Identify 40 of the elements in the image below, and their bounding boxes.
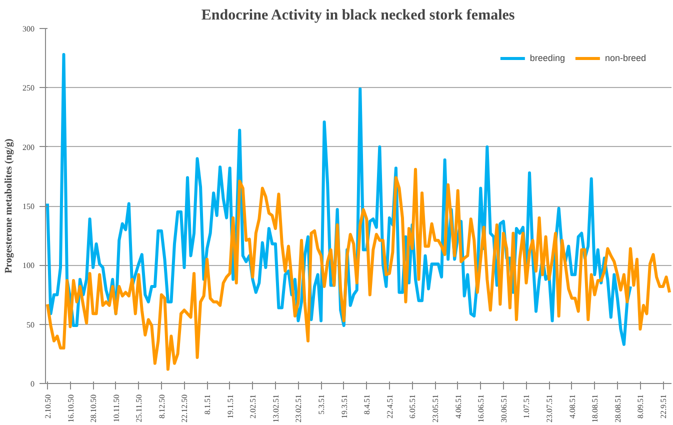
x-tick-label: 19.3.51 [340,394,349,418]
x-tick-label: 2.10.50 [43,394,52,418]
y-axis-title: Progesterone metabolites (ng/g) [4,138,14,274]
x-tick-label: 22.12.50 [180,394,190,422]
x-tick-label: 4.08.51 [568,394,577,418]
legend-label: non-breed [604,53,646,63]
y-tick-label: 250 [22,84,34,93]
x-tick-label: 23.05.51 [431,394,440,422]
x-tick-label: 1.07.51 [522,394,532,418]
x-tick-label: 4.06.51 [454,394,463,418]
x-tick-label: 10.11.50 [112,394,121,422]
y-tick-label: 300 [22,24,34,34]
x-tick-label: 23.07.51 [545,394,554,422]
x-tick-label: 19.1.51 [226,394,235,418]
x-tick-label: 22.9.51 [659,394,668,418]
y-tick-label: 100 [22,261,34,270]
x-tick-label: 16.06.51 [476,394,486,422]
x-tick-label: 28.10.50 [89,394,98,422]
legend-label: breeding [530,53,565,63]
x-tick-label: 6.05.51 [408,394,418,418]
y-tick-label: 50 [26,320,34,330]
y-tick-label: 200 [22,142,34,152]
x-tick-label: 8.12.50 [157,394,166,418]
x-tick-label: 30.06.51 [499,394,508,422]
line-series [46,168,672,371]
x-tick-label: 25.11.50 [134,394,144,422]
x-tick-label: 13.02.51 [271,394,280,422]
x-tick-label: 5.3.51 [317,394,326,414]
y-tick-label: 150 [22,202,34,211]
x-tick-label: 28.08.51 [613,394,622,422]
x-tick-label: 8.4.51 [362,394,372,414]
chart-title: Endocrine Activity in black necked stork females [201,8,515,24]
x-tick-label: 2.02.51 [248,394,258,418]
y-tick-label: 0 [30,380,34,388]
x-tick-label: 8.1.51 [203,394,212,414]
x-tick-label: 16.10.50 [66,394,76,422]
x-tick-label: 23.02.51 [294,394,304,422]
x-tick-label: 22.4.51 [385,394,394,418]
x-tick-label: 18.08.51 [590,394,600,422]
x-tick-label: 8.09.51 [636,394,646,418]
